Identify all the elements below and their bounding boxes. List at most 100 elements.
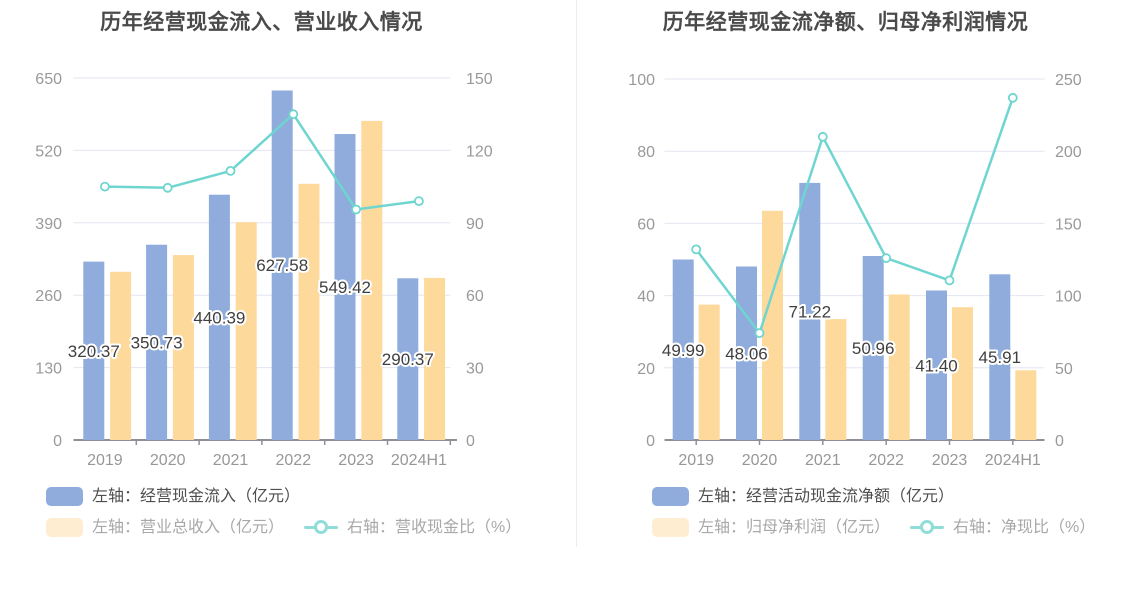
- bar: [926, 290, 947, 440]
- legend-row-1: 左轴：经营现金流入（亿元）: [46, 487, 521, 506]
- bar: [208, 194, 230, 440]
- line-point: [754, 328, 765, 339]
- y-axis-left-labels: 0 130 260 390 520 650: [35, 71, 62, 450]
- legend-item-cash-inflow[interactable]: 左轴：经营现金流入（亿元）: [46, 487, 300, 506]
- legend-item-net-profit[interactable]: 左轴：归母净利润（亿元）: [652, 518, 890, 537]
- svg-text:250: 250: [1055, 72, 1082, 89]
- line-point: [351, 204, 362, 215]
- gridlines: [664, 78, 1045, 369]
- svg-text:0: 0: [1055, 433, 1064, 450]
- svg-text:20: 20: [637, 361, 655, 378]
- svg-text:350.73: 350.73: [131, 333, 183, 352]
- bar: [361, 120, 383, 441]
- orange-bar-swatch-icon: [46, 518, 83, 537]
- value-labels: 320.37 350.73 440.39 627.58 549.42 290.37: [66, 254, 436, 371]
- legend-row-1: 左轴：经营活动现金流净额（亿元）: [652, 487, 1095, 506]
- svg-text:549.42: 549.42: [319, 278, 371, 297]
- y-axis-left-labels: 0 20 40 60 80 100: [628, 72, 655, 450]
- legend-row-2: 左轴：归母净利润（亿元） 右轴：净现比（%）: [652, 518, 1095, 537]
- bar: [235, 222, 257, 440]
- blue-bars[interactable]: [83, 90, 419, 441]
- bar: [172, 255, 194, 440]
- svg-text:120: 120: [466, 143, 493, 160]
- svg-text:100: 100: [628, 72, 655, 89]
- svg-text:2019: 2019: [678, 452, 714, 469]
- chart-title-left: 历年经营现金流入、营业收入情况: [100, 11, 423, 34]
- legend-label-total-revenue: 左轴：营业总收入（亿元）: [92, 519, 285, 536]
- svg-text:50.96: 50.96: [852, 339, 895, 358]
- value-labels: 49.99 48.06 71.22 50.96 41.40 45.91: [660, 300, 1023, 377]
- ratio-line[interactable]: [100, 109, 424, 215]
- orange-bar-swatch-icon: [652, 518, 689, 537]
- blue-bar-swatch-icon: [46, 487, 83, 506]
- svg-text:2023: 2023: [338, 452, 374, 469]
- bar: [83, 261, 105, 440]
- svg-text:130: 130: [35, 361, 62, 378]
- svg-text:30: 30: [466, 361, 484, 378]
- chart-title-right: 历年经营现金流净额、归母净利润情况: [662, 11, 1029, 34]
- bar: [271, 90, 293, 440]
- bar: [888, 294, 910, 440]
- legend-item-net-operating-cashflow[interactable]: 左轴：经营活动现金流净额（亿元）: [652, 487, 954, 506]
- bar: [397, 278, 419, 440]
- legend-right-chart: 左轴：经营活动现金流净额（亿元） 左轴：归母净利润（亿元） 右轴：净现比（%）: [652, 487, 1095, 537]
- bar: [334, 134, 356, 440]
- line-point: [162, 182, 173, 193]
- legend-item-revenue-cash-ratio[interactable]: 右轴：营收现金比（%）: [304, 518, 521, 537]
- line-point: [225, 165, 236, 176]
- legend-label-net-cash-ratio: 右轴：净现比（%）: [953, 519, 1096, 536]
- line-point: [413, 196, 424, 207]
- legend-label-net-operating-cashflow: 左轴：经营活动现金流净额（亿元）: [698, 488, 955, 505]
- svg-text:2024H1: 2024H1: [391, 452, 447, 469]
- svg-text:150: 150: [466, 71, 493, 88]
- svg-text:100: 100: [1055, 289, 1082, 306]
- line-point: [817, 131, 828, 142]
- svg-text:41.40: 41.40: [915, 356, 958, 375]
- y-axis-right-labels: 0 50 100 150 200 250: [1055, 72, 1082, 450]
- svg-text:440.39: 440.39: [193, 308, 245, 327]
- svg-text:0: 0: [466, 433, 475, 450]
- bar: [146, 244, 168, 440]
- bar: [799, 182, 821, 440]
- bar: [424, 277, 446, 440]
- legend-row-2: 左轴：营业总收入（亿元） 右轴：营收现金比（%）: [46, 518, 521, 537]
- legend-left-chart: 左轴：经营现金流入（亿元） 左轴：营业总收入（亿元） 右轴：营收现金比（%）: [46, 487, 521, 537]
- line-marker-icon: [304, 518, 339, 537]
- line-point: [100, 181, 110, 192]
- line-point: [288, 109, 299, 120]
- svg-text:0: 0: [53, 433, 62, 450]
- svg-text:45.91: 45.91: [979, 348, 1022, 367]
- svg-text:2022: 2022: [868, 452, 904, 469]
- orange-bars[interactable]: [698, 210, 1037, 440]
- legend-label-net-profit: 左轴：归母净利润（亿元）: [698, 519, 891, 536]
- bar: [989, 274, 1011, 440]
- bar: [298, 183, 320, 441]
- svg-text:150: 150: [1055, 216, 1082, 233]
- bar: [862, 256, 884, 440]
- x-axis: 2019 2020 2021 2022 2023 2024H1: [664, 439, 1045, 469]
- panel-net-cashflow-profit: 0 20 40 60 80 100 0 50 100 150 200 250 2019 2020 2021 2…: [577, 0, 1147, 589]
- ratio-line[interactable]: [691, 92, 1018, 339]
- line-marker-icon: [910, 518, 945, 537]
- svg-text:90: 90: [466, 216, 484, 233]
- svg-text:290.37: 290.37: [382, 350, 434, 369]
- blue-bar-swatch-icon: [652, 487, 689, 506]
- bar: [1015, 370, 1037, 440]
- blue-bars[interactable]: [672, 182, 1011, 440]
- x-axis: 2019 2020 2021 2022 2023 2024H1: [73, 439, 457, 469]
- svg-text:50: 50: [1055, 361, 1073, 378]
- legend-item-total-revenue[interactable]: 左轴：营业总收入（亿元）: [46, 518, 284, 537]
- line-point: [1007, 92, 1018, 103]
- legend-label-revenue-cash-ratio: 右轴：营收现金比（%）: [347, 519, 522, 536]
- legend-label-cash-inflow: 左轴：经营现金流入（亿元）: [92, 488, 301, 505]
- svg-text:71.22: 71.22: [789, 302, 832, 321]
- bar: [762, 210, 783, 440]
- svg-text:60: 60: [466, 288, 484, 305]
- gridlines: [73, 77, 451, 369]
- svg-text:0: 0: [646, 433, 655, 450]
- legend-item-net-cash-ratio[interactable]: 右轴：净现比（%）: [910, 518, 1095, 537]
- orange-bars[interactable]: [110, 120, 446, 441]
- bar: [952, 307, 973, 440]
- cash-inflow-revenue-chart: 0 130 260 390 520 650 0 30 60 90 120 150 2019 2020 202…: [35, 71, 493, 469]
